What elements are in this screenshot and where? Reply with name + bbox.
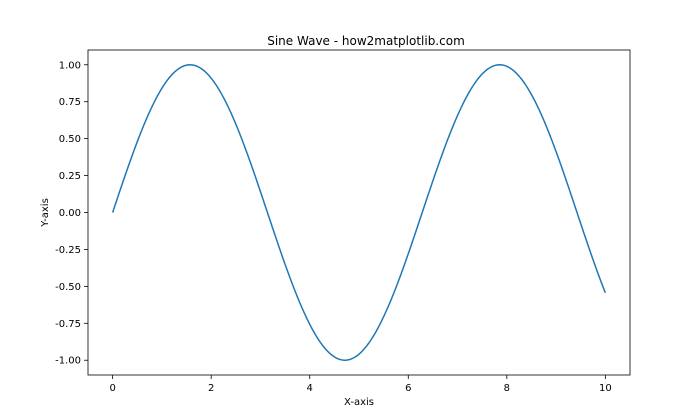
y-tick-label: -0.75 [55,319,81,330]
x-tick-label: 2 [208,383,214,394]
y-tick-label: 0.00 [59,208,81,219]
x-tick-label: 6 [405,383,411,394]
series-line-sine [111,64,607,361]
x-axis-label: X-axis [344,397,374,408]
chart-title: Sine Wave - how2matplotlib.com [267,34,465,48]
y-tick-label: 0.25 [59,171,81,182]
y-tick-label: 0.75 [59,97,81,108]
x-tick-label: 8 [504,383,510,394]
y-axis: -1.00 -0.75 -0.50 -0.25 0.00 0.25 0.50 0.75 1.00 [55,60,88,367]
y-tick-label: -0.50 [55,282,81,293]
x-tick-label: 10 [599,383,612,394]
y-axis-label: Y-axis [40,198,51,228]
y-tick-label: -0.25 [55,245,81,256]
y-tick-label: 0.50 [59,134,81,145]
y-tick-label: -1.00 [55,356,81,367]
x-axis: 0 2 4 6 8 10 [109,375,612,394]
y-tick-label: 1.00 [59,60,81,71]
x-tick-label: 4 [307,383,313,394]
x-tick-label: 0 [109,383,115,394]
